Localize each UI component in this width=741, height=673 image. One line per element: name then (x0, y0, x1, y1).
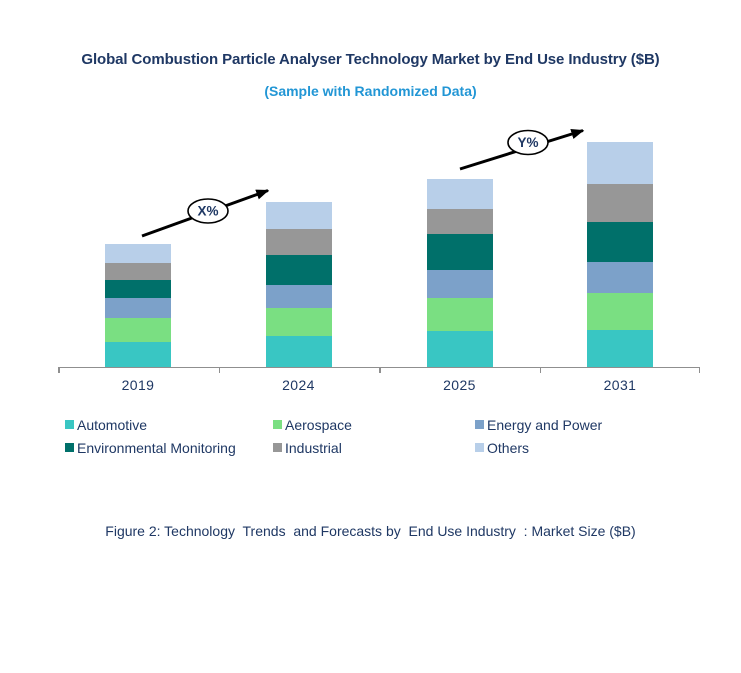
x-axis-tick-1 (218, 368, 220, 373)
bar-segment-aerospace-2031 (587, 293, 653, 330)
x-axis-tick-4 (698, 368, 700, 373)
legend-item-energy-and-power: Energy and Power (475, 413, 725, 436)
legend-item-automotive: Automotive (65, 413, 273, 436)
legend-item-others: Others (475, 436, 725, 459)
legend-swatch-automotive (65, 420, 74, 429)
figure-caption: Figure 2: Technology Trends and Forecast… (105, 523, 636, 539)
bar-segment-automotive-2024 (265, 336, 332, 367)
x-axis-tick-3 (539, 368, 541, 373)
legend: Automotive Aerospace Energy and Power Envir… (65, 413, 725, 459)
x-axis-tick-2 (379, 368, 381, 373)
legend-label-environmental-monitoring: Environmental Monitoring (77, 439, 236, 456)
bar-segment-automotive-2031 (587, 330, 653, 367)
bar-segment-aerospace-2019 (105, 318, 171, 342)
x-axis-label-2019: 2019 (121, 377, 155, 393)
bar-segment-automotive-2025 (426, 331, 493, 367)
bar-segment-environmental-monitoring-2019 (105, 280, 171, 298)
x-axis-label-2025: 2025 (443, 377, 476, 393)
bar-2019 (105, 244, 171, 367)
bar-2031 (587, 142, 653, 367)
bar-segment-others-2024 (265, 202, 332, 229)
bar-segment-automotive-2019 (105, 342, 171, 367)
bar-segment-industrial-2019 (105, 263, 171, 280)
bar-segment-aerospace-2024 (265, 308, 332, 336)
x-axis-label-2031: 2031 (603, 377, 637, 393)
bar-2025 (426, 179, 493, 367)
bar-segment-energy-and-power-2025 (426, 270, 493, 298)
bar-2024 (265, 202, 332, 367)
x-axis-label-2024: 2024 (282, 377, 315, 393)
bar-segment-others-2019 (105, 244, 171, 263)
legend-item-industrial: Industrial (273, 436, 475, 459)
legend-swatch-environmental-monitoring (65, 443, 74, 452)
legend-swatch-aerospace (273, 420, 282, 429)
bar-segment-energy-and-power-2019 (105, 298, 171, 318)
bar-segment-environmental-monitoring-2025 (426, 234, 493, 270)
legend-item-aerospace: Aerospace (273, 413, 475, 436)
legend-label-automotive: Automotive (77, 416, 148, 433)
bar-segment-energy-and-power-2031 (587, 262, 653, 293)
bar-segment-industrial-2024 (265, 229, 332, 255)
bar-segment-aerospace-2025 (426, 298, 493, 331)
legend-label-others: Others (487, 439, 530, 456)
legend-swatch-others (475, 443, 484, 452)
legend-swatch-industrial (273, 443, 282, 452)
bar-segment-others-2025 (426, 179, 493, 209)
bar-segment-energy-and-power-2024 (265, 285, 332, 308)
legend-swatch-energy-and-power (475, 420, 484, 429)
legend-item-environmental-monitoring: Environmental Monitoring (65, 436, 273, 459)
chart-title: Global Combustion Particle Analyser Tech… (81, 51, 660, 68)
bar-segment-environmental-monitoring-2024 (265, 255, 332, 285)
bar-segment-others-2031 (587, 142, 653, 184)
bar-segment-industrial-2031 (587, 184, 653, 222)
bar-segment-industrial-2025 (426, 209, 493, 234)
legend-label-energy-and-power: Energy and Power (487, 416, 603, 433)
chart-subtitle: (Sample with Randomized Data) (264, 83, 477, 99)
legend-label-industrial: Industrial (285, 439, 342, 456)
x-axis-tick-0 (58, 368, 60, 373)
plot-area: 2019 2024 2025 2031 (58, 130, 700, 393)
legend-label-aerospace: Aerospace (285, 416, 352, 433)
bar-segment-environmental-monitoring-2031 (587, 222, 653, 262)
